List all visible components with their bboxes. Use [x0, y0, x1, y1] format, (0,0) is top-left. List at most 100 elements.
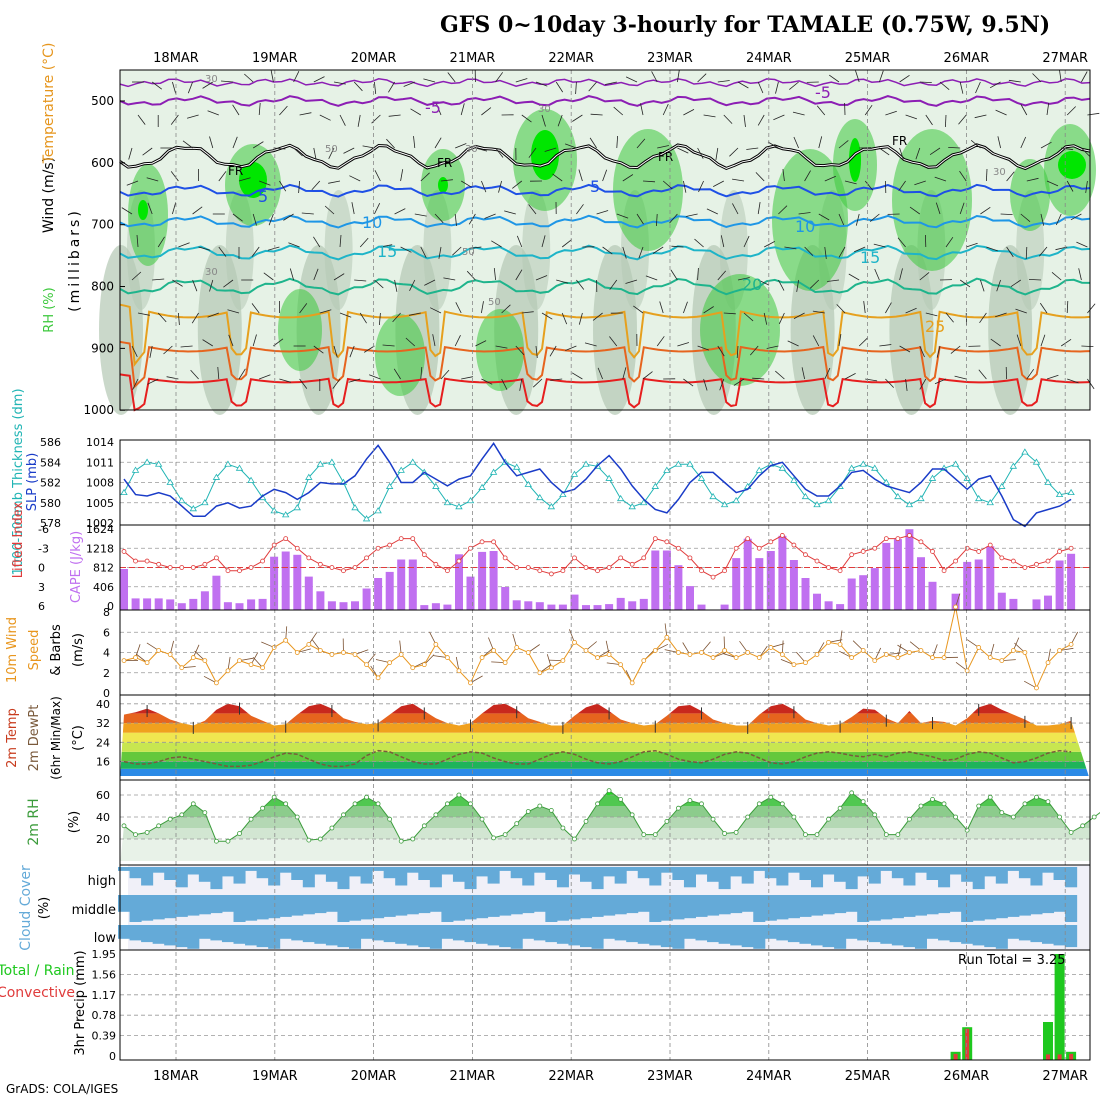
upper-wind-barb [491, 240, 502, 248]
wind-speed-point [849, 655, 855, 660]
upper-wind-barb [1006, 246, 1014, 258]
wind-speed-point [444, 655, 450, 660]
upper-wind-barb [289, 268, 294, 281]
cloud-low-bar [972, 925, 985, 946]
rh-contour-label: 30 [538, 104, 551, 115]
cloud-high-bar [776, 867, 789, 886]
wind-speed-point [1010, 648, 1016, 653]
wind-speed-point [572, 639, 577, 645]
wind-speed-point [976, 645, 982, 650]
date-label-bottom: 25MAR [845, 1069, 891, 1084]
upper-wind-barb [455, 143, 467, 149]
upper-wind-barb [801, 367, 805, 380]
upper-wind-barb [844, 180, 857, 185]
upper-wind-barb [495, 147, 504, 158]
lifted-index-point [814, 558, 820, 564]
upper-panel-frame [119, 69, 1091, 411]
isotherm-arch-1 [119, 340, 1091, 389]
cloud-middle-bar [395, 895, 408, 916]
upper-wind-barb [182, 140, 193, 149]
upper-wind-barb [504, 210, 516, 215]
cloud-high-bar [221, 867, 234, 877]
upper-wind-barb [899, 268, 903, 281]
cloud-high-bar [683, 867, 696, 888]
isotherm-10 [119, 214, 1091, 229]
lifted-index-point [837, 568, 843, 574]
cloud-high-bar [568, 867, 581, 875]
upper-wind-barb [410, 108, 422, 116]
upper-wind-barb [440, 369, 450, 380]
lifted-index-point [618, 555, 624, 561]
upper-wind-barb [455, 302, 462, 314]
cloud-low-bar [198, 925, 211, 939]
cloud-middle-bar [1042, 895, 1055, 914]
lifted-index-point [375, 545, 381, 551]
upper-wind-barb [515, 345, 525, 356]
upper-wind-barb [207, 312, 219, 318]
lifted-index-point [768, 539, 774, 545]
cloud-high-bar [302, 867, 315, 888]
upper-wind-barb [897, 237, 906, 248]
cloud-high-bar [868, 867, 881, 884]
lifted-index-point [317, 561, 323, 567]
upper-wind-barb [400, 246, 412, 253]
upper-wind-barb [328, 180, 341, 184]
cape-bar [281, 551, 290, 610]
temp-ytick-label: 40 [96, 698, 110, 711]
cape-bar [824, 601, 833, 610]
rh2m-point [179, 812, 185, 818]
temp-band [120, 761, 1090, 769]
cloud-high-bar [210, 867, 223, 890]
upper-wind-barb [357, 114, 361, 127]
precip-ytick-label: 0 [109, 1050, 116, 1063]
temp-ytick-label: 32 [96, 717, 110, 730]
upper-wind-barb [636, 213, 644, 225]
date-label-bottom: 19MAR [252, 1069, 298, 1084]
thickness-point [328, 458, 336, 465]
cloud-high-bar [441, 867, 454, 875]
cloud-middle-bar [129, 895, 142, 922]
upper-wind-barb [301, 212, 314, 215]
upper-wind-barb [919, 81, 932, 83]
rh2m-point [283, 801, 289, 807]
upper-wind-barb [359, 237, 369, 248]
cloud-low-bar [314, 925, 327, 944]
wind-speed-point [341, 650, 346, 655]
cloud-high-bar [649, 867, 662, 886]
upper-wind-barb [126, 180, 139, 186]
wind-speed-point [317, 648, 323, 653]
upper-wind-barb [1026, 368, 1035, 380]
temp-band [120, 768, 1090, 776]
upper-wind-barb [720, 235, 725, 248]
upper-wind-barb [541, 235, 546, 248]
upper-wind-barb [273, 147, 286, 150]
rh2m-point [629, 812, 635, 818]
precip-total-bar [1054, 954, 1065, 1060]
upper-wind-barb [420, 246, 427, 258]
lifted-index-point [248, 565, 254, 570]
precip-ytick-label: 0.39 [92, 1030, 117, 1043]
upper-wind-barb [642, 180, 656, 183]
upper-wind-barb [147, 202, 153, 215]
rh-band [120, 839, 1090, 861]
upper-wind-barb [565, 345, 577, 351]
upper-wind-barb [855, 213, 860, 226]
rh2m-point [1057, 814, 1062, 820]
cloud-high-bar [406, 867, 419, 873]
thickness-point [616, 494, 625, 502]
cape-bar [143, 598, 152, 610]
rh2m-ytick-label: 60 [96, 789, 110, 802]
cloud-low-bar [325, 925, 338, 946]
cloud-middle-bar [545, 895, 558, 922]
cloud-low-bar [799, 925, 812, 944]
upper-wind-barb [259, 180, 271, 186]
upper-wind-barb [757, 81, 764, 94]
cloud-low-bar [822, 925, 835, 948]
cloud-middle-bar [672, 895, 685, 920]
cloud-high-bar [476, 867, 489, 877]
thickness-point [455, 503, 463, 510]
upper-wind-barb [651, 71, 658, 83]
upper-wind-barb [925, 114, 933, 126]
cape-bar [374, 578, 383, 610]
upper-wind-barb [909, 206, 921, 215]
